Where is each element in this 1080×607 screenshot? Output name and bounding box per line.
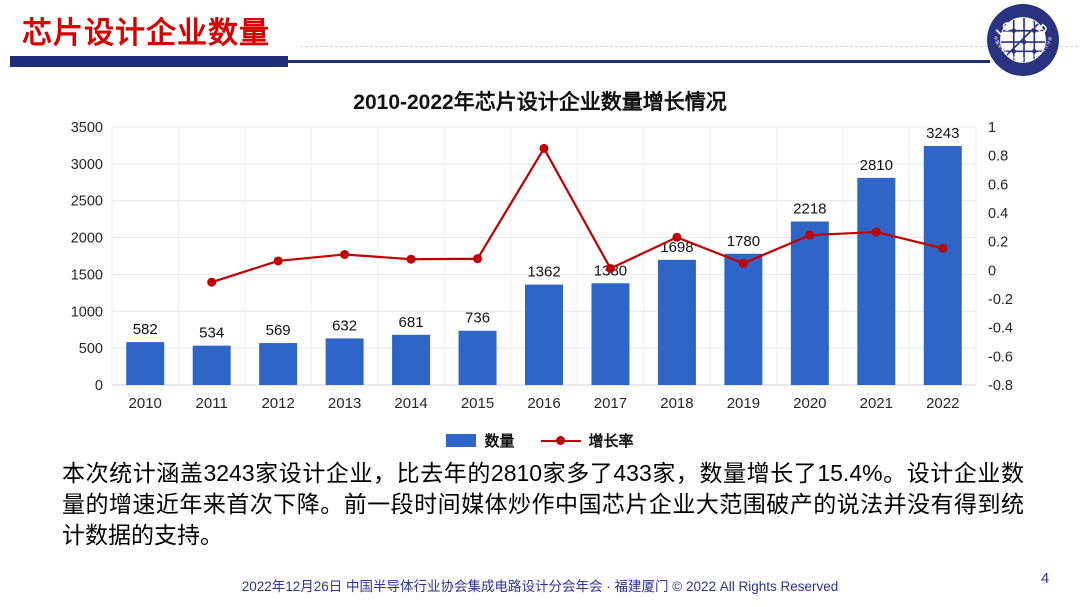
x-axis-tick: 2022 <box>926 395 959 412</box>
bar-value-label: 632 <box>332 317 357 334</box>
page-title: 芯片设计企业数量 <box>22 17 270 50</box>
x-axis-tick: 2014 <box>394 395 427 412</box>
legend-line-swatch <box>540 434 581 447</box>
dashed-decor-line <box>300 46 1078 47</box>
bar-2018 <box>657 259 696 385</box>
bar-2013 <box>325 338 364 385</box>
growth-rate-point <box>406 254 416 264</box>
bar-2017 <box>591 283 630 385</box>
right-axis-tick: 0.6 <box>988 177 1008 193</box>
x-axis-tick: 2017 <box>594 395 627 412</box>
left-axis-tick: 2000 <box>71 231 103 247</box>
growth-rate-line <box>211 146 944 284</box>
right-axis-tick: 0.8 <box>988 149 1008 165</box>
growth-rate-point <box>672 232 682 242</box>
x-axis-tick: 2021 <box>860 395 893 412</box>
bar-value-label: 1362 <box>527 264 560 281</box>
bar-value-label: 3243 <box>926 125 959 142</box>
growth-rate-point <box>473 254 483 264</box>
title-underline-bar <box>10 56 288 67</box>
bar-2010 <box>126 342 165 385</box>
growth-rate-point <box>605 263 615 273</box>
legend-bar-label: 数量 <box>484 433 515 450</box>
bar-value-label: 681 <box>399 314 424 331</box>
bar-value-label: 2218 <box>793 201 826 218</box>
iccad-logo: ICCAD 中国半导体行业协会集成电路设计分会 <box>987 4 1059 76</box>
logo-circuit-dots <box>1011 28 1037 54</box>
bar-value-label: 534 <box>199 325 224 342</box>
bar-2011 <box>192 345 231 385</box>
left-axis-tick: 3000 <box>71 157 103 173</box>
x-axis-tick: 2010 <box>129 395 162 412</box>
growth-rate-point <box>340 249 350 259</box>
right-axis-tick: 1 <box>988 120 996 136</box>
bar-value-label: 2810 <box>860 157 893 174</box>
bar-2020 <box>790 221 829 385</box>
left-axis-tick: 500 <box>79 341 103 357</box>
x-axis-tick: 2012 <box>261 395 294 412</box>
bar-2012 <box>259 343 298 385</box>
page-number: 4 <box>1040 570 1050 587</box>
left-axis-tick: 3500 <box>71 120 103 136</box>
summary-paragraph: 本次统计涵盖3243家设计企业，比去年的2810家多了433家，数量增长了15.… <box>62 460 1024 548</box>
bar-2014 <box>392 334 431 385</box>
growth-rate-point <box>805 230 815 240</box>
right-axis-tick: -0.6 <box>988 349 1013 365</box>
bar-value-label: 582 <box>133 321 158 338</box>
right-axis-tick: -0.4 <box>988 321 1013 337</box>
bar-2021 <box>857 177 896 385</box>
bar-value-label: 1698 <box>660 239 693 256</box>
left-axis-tick: 2500 <box>71 194 103 210</box>
right-axis-tick: -0.8 <box>988 378 1013 394</box>
growth-rate-point <box>273 256 283 266</box>
x-axis-tick: 2013 <box>328 395 361 412</box>
bar-2022 <box>923 145 962 385</box>
growth-rate-point <box>738 258 748 268</box>
bar-2015 <box>458 330 497 385</box>
left-axis-tick: 1000 <box>71 304 103 320</box>
chart-legend: 数量 增长率 <box>0 430 1080 451</box>
bar-2016 <box>525 284 563 385</box>
legend-bar-swatch <box>446 434 477 447</box>
left-axis-tick: 0 <box>95 378 103 394</box>
x-axis-tick: 2011 <box>196 395 228 412</box>
left-axis-tick: 1500 <box>71 267 103 283</box>
right-axis-tick: -0.2 <box>988 292 1013 308</box>
x-axis-tick: 2018 <box>660 395 693 412</box>
x-axis-tick: 2019 <box>727 395 760 412</box>
title-underline-rule <box>288 60 990 63</box>
x-axis-tick: 2016 <box>527 395 560 412</box>
bar-value-label: 1780 <box>727 233 760 250</box>
bar-value-label: 736 <box>465 310 490 327</box>
growth-rate-point <box>539 143 549 153</box>
right-axis-tick: 0.4 <box>988 206 1008 222</box>
growth-rate-point <box>871 227 881 237</box>
bar-2019 <box>724 253 763 385</box>
legend-line-label: 增长率 <box>588 433 634 450</box>
x-axis-tick: 2015 <box>461 395 494 412</box>
footer-text: 2022年12月26日 中国半导体行业协会集成电路设计分会年会 · 福建厦门 ©… <box>241 579 839 594</box>
chart-title: 2010-2022年芯片设计企业数量增长情况 <box>353 91 727 114</box>
right-axis-tick: 0 <box>988 263 996 279</box>
growth-rate-point <box>207 277 217 287</box>
bar-value-label: 569 <box>266 322 291 339</box>
growth-rate-point <box>938 243 948 253</box>
right-axis-tick: 0.2 <box>988 235 1008 251</box>
x-axis-tick: 2020 <box>793 395 826 412</box>
